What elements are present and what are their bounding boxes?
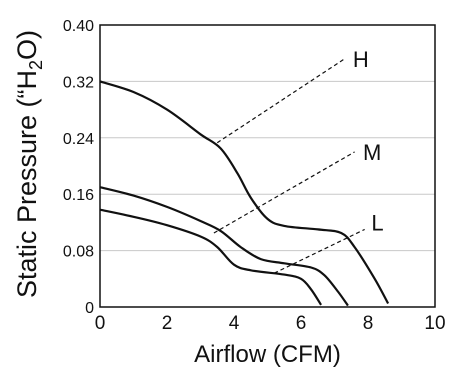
x-tick-label: 8 bbox=[363, 313, 374, 334]
curve-label-m: M bbox=[363, 140, 381, 165]
y-tick-label: 0.16 bbox=[63, 187, 94, 204]
curve-labels: H M L bbox=[353, 47, 384, 236]
x-tick-labels: 0 2 4 6 8 10 bbox=[95, 313, 446, 334]
curve-l bbox=[99, 208, 323, 306]
gridlines bbox=[100, 24, 435, 252]
y-tick-label: 0.40 bbox=[63, 18, 94, 35]
curves bbox=[99, 80, 390, 307]
y-tick-label: 0.32 bbox=[63, 74, 94, 91]
y-axis-label-subscript: 2 bbox=[26, 60, 46, 70]
x-tick-label: 0 bbox=[95, 313, 106, 334]
curve-h bbox=[99, 80, 390, 305]
x-tick-label: 4 bbox=[229, 313, 240, 334]
curve-label-l: L bbox=[371, 210, 383, 235]
x-tick-label: 10 bbox=[424, 313, 445, 334]
y-axis-label: Static Pressure (“H2O) bbox=[12, 30, 46, 298]
leader-l bbox=[273, 228, 365, 274]
y-axis-label-end: O) bbox=[12, 30, 42, 60]
plot-frame bbox=[99, 24, 436, 308]
x-axis-label: Airflow (CFM) bbox=[194, 341, 341, 368]
y-axis-label-main: Static Pressure (“H bbox=[12, 70, 42, 298]
leader-h bbox=[216, 58, 345, 144]
y-tick-labels: 0 0.08 0.16 0.24 0.32 0.40 bbox=[63, 18, 94, 317]
y-tick-label: 0.24 bbox=[63, 131, 94, 148]
axes bbox=[99, 24, 436, 308]
y-tick-label: 0 bbox=[85, 300, 94, 317]
curve-m bbox=[99, 186, 349, 307]
x-tick-label: 2 bbox=[162, 313, 173, 334]
y-tick-label: 0.08 bbox=[63, 244, 94, 261]
leader-m bbox=[213, 151, 355, 234]
curve-label-h: H bbox=[353, 47, 369, 72]
x-tick-label: 6 bbox=[296, 313, 307, 334]
annotation-leaders bbox=[213, 58, 365, 274]
